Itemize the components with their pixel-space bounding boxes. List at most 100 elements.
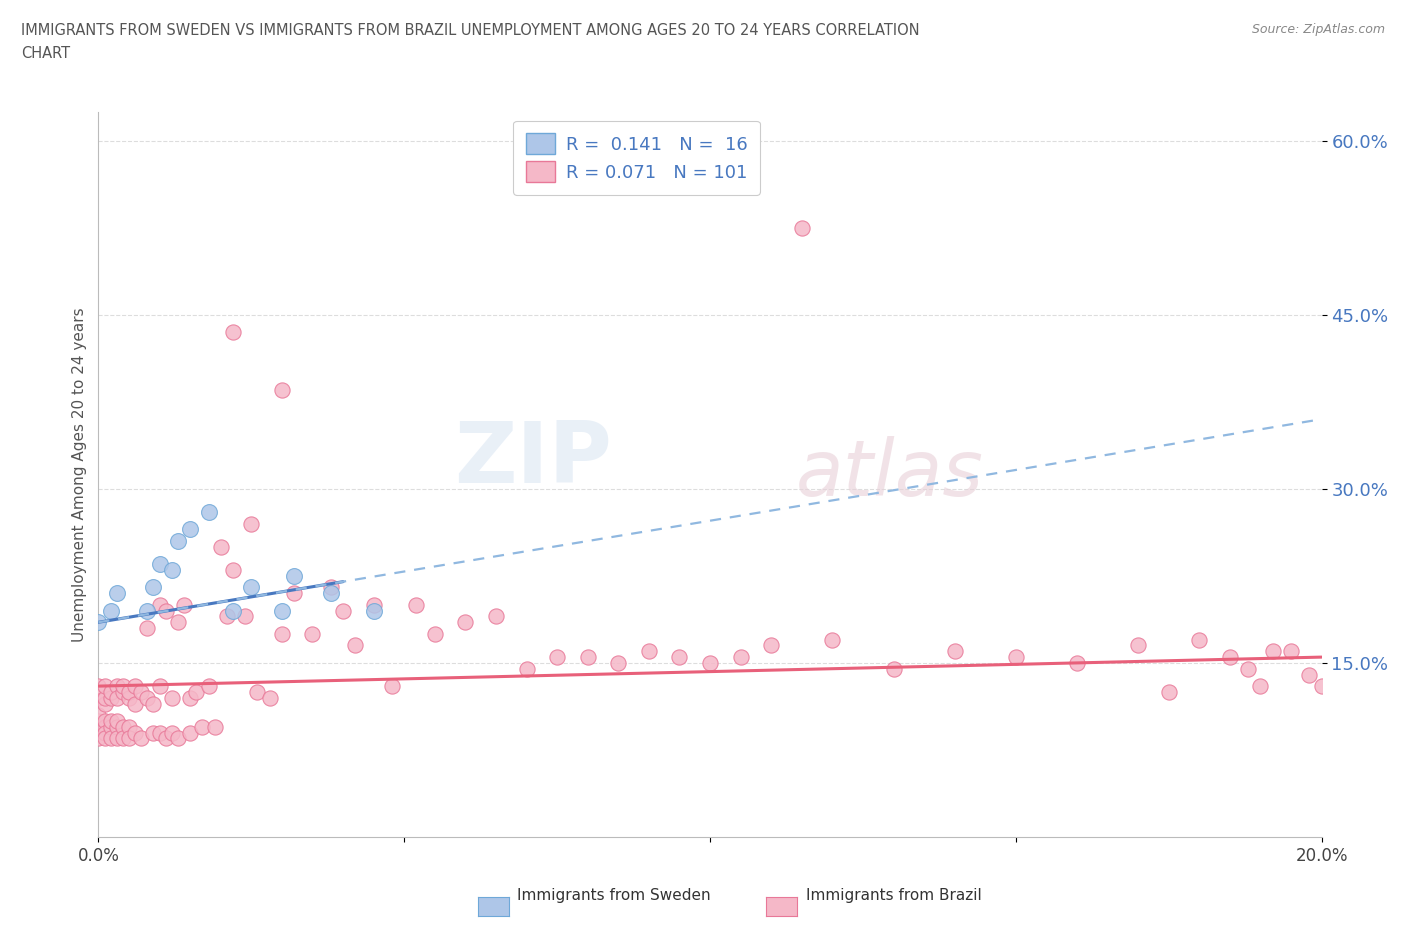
Point (87, 731, 110, 746)
Point (100, 604, 122, 618)
Point (1128, 638, 1150, 653)
Point (167, 534, 190, 549)
Point (197, 505, 219, 520)
Text: Immigrants from Sweden: Immigrants from Sweden (517, 888, 711, 903)
Point (149, 679, 172, 694)
Point (344, 638, 367, 653)
Point (136, 620, 159, 635)
Point (118, 690, 141, 705)
Text: ZIP: ZIP (454, 418, 612, 501)
Point (93, 713, 115, 728)
Legend: R =  0.141   N =  16, R = 0.071   N = 101: R = 0.141 N = 16, R = 0.071 N = 101 (513, 121, 761, 195)
Point (668, 650, 690, 665)
Point (821, 632, 844, 647)
Point (173, 597, 195, 612)
Point (93, 690, 115, 705)
Point (105, 719, 128, 734)
Point (142, 696, 165, 711)
Point (259, 690, 281, 705)
Point (240, 516, 263, 531)
Point (215, 609, 238, 624)
Point (118, 684, 141, 699)
Point (363, 597, 385, 612)
Point (129, 731, 152, 746)
Text: IMMIGRANTS FROM SWEDEN VS IMMIGRANTS FROM BRAZIL UNEMPLOYMENT AMONG AGES 20 TO 2: IMMIGRANTS FROM SWEDEN VS IMMIGRANTS FRO… (21, 23, 920, 38)
Point (87, 679, 110, 694)
Point (1261, 644, 1284, 658)
Point (100, 719, 122, 734)
Point (179, 725, 201, 740)
Point (87, 690, 110, 705)
Point (105, 690, 128, 705)
Point (730, 650, 752, 665)
Point (155, 604, 177, 618)
Point (319, 586, 342, 601)
Point (222, 325, 245, 339)
Point (186, 684, 208, 699)
Y-axis label: Unemployment Among Ages 20 to 24 years: Unemployment Among Ages 20 to 24 years (72, 307, 87, 642)
Point (270, 604, 292, 618)
Point (246, 684, 269, 699)
Point (1157, 684, 1180, 699)
Point (105, 586, 128, 601)
Point (124, 696, 146, 711)
Point (790, 220, 813, 235)
Point (222, 604, 245, 618)
Point (637, 644, 661, 658)
Point (222, 563, 245, 578)
Point (118, 731, 141, 746)
Point (546, 650, 568, 665)
Point (197, 679, 219, 694)
Point (93, 696, 115, 711)
Point (1298, 667, 1320, 682)
Point (111, 719, 134, 734)
Text: atlas: atlas (796, 436, 984, 512)
Point (111, 731, 134, 746)
Point (240, 580, 263, 595)
Point (332, 604, 354, 618)
Point (160, 563, 183, 578)
Point (699, 656, 721, 671)
Point (167, 731, 190, 746)
Text: Immigrants from Brazil: Immigrants from Brazil (806, 888, 981, 903)
Point (136, 604, 159, 618)
Point (759, 638, 782, 653)
Point (87, 708, 110, 723)
Point (270, 627, 292, 642)
Point (93, 731, 115, 746)
Point (93, 719, 115, 734)
Point (149, 557, 172, 572)
Point (100, 731, 122, 746)
Point (233, 609, 256, 624)
Point (1237, 661, 1260, 676)
Point (270, 383, 292, 398)
Point (485, 609, 508, 624)
Point (1004, 650, 1026, 665)
Point (883, 661, 905, 676)
Point (136, 690, 159, 705)
Point (87, 713, 110, 728)
Point (87, 725, 110, 740)
Point (160, 725, 183, 740)
Point (111, 679, 134, 694)
Point (167, 615, 190, 630)
Point (1188, 632, 1211, 647)
Point (405, 597, 427, 612)
Point (204, 719, 226, 734)
Point (93, 725, 115, 740)
Point (381, 679, 404, 694)
Point (149, 725, 172, 740)
Point (100, 684, 122, 699)
Point (1219, 650, 1241, 665)
Point (607, 656, 630, 671)
Text: CHART: CHART (21, 46, 70, 61)
Point (1066, 656, 1088, 671)
Text: Source: ZipAtlas.com: Source: ZipAtlas.com (1251, 23, 1385, 36)
Point (87, 719, 110, 734)
Point (105, 713, 128, 728)
Point (454, 615, 477, 630)
Point (516, 661, 538, 676)
Point (118, 719, 141, 734)
Point (179, 690, 201, 705)
Point (87, 684, 110, 699)
